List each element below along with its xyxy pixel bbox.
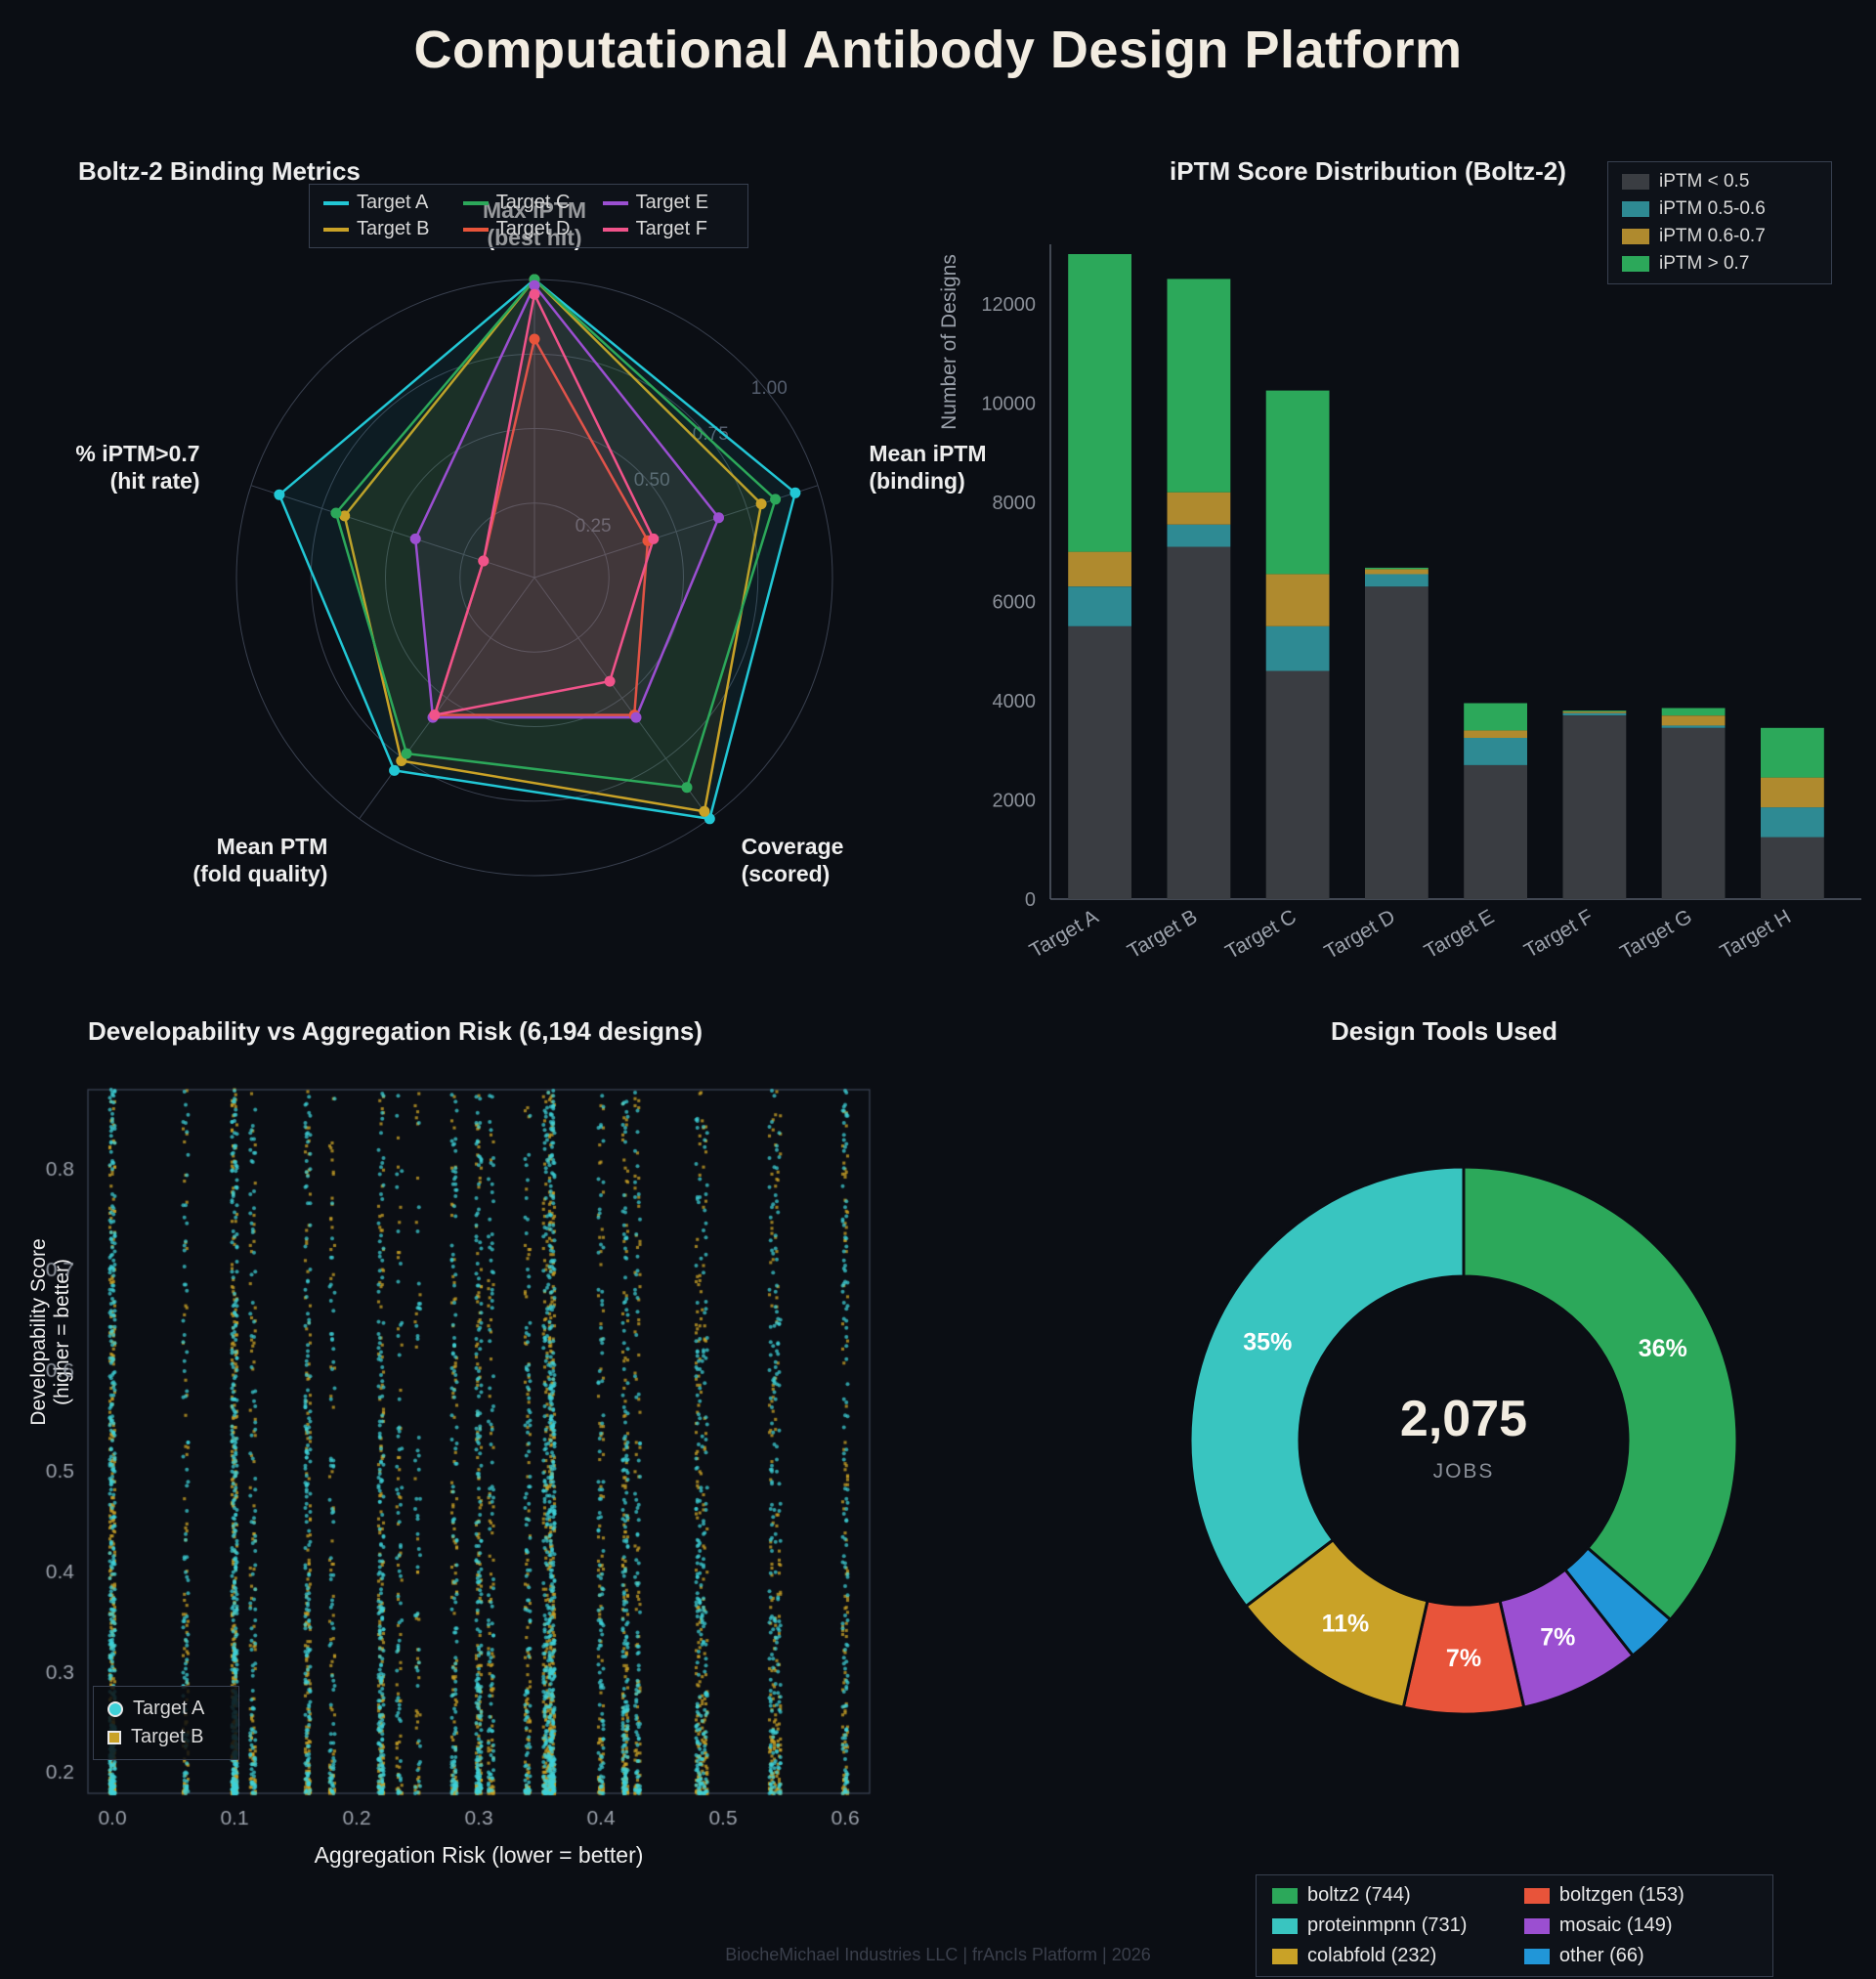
svg-text:7%: 7% — [1446, 1645, 1481, 1672]
svg-text:0: 0 — [1025, 889, 1036, 911]
svg-text:Target E: Target E — [1421, 905, 1498, 963]
svg-text:12000: 12000 — [981, 294, 1036, 316]
svg-text:2,075: 2,075 — [1400, 1391, 1527, 1447]
svg-text:Target A: Target A — [1026, 905, 1102, 962]
svg-text:Target F: Target F — [1520, 905, 1597, 962]
svg-text:Coverage: Coverage — [742, 834, 844, 859]
svg-text:8000: 8000 — [993, 493, 1037, 514]
svg-text:7%: 7% — [1540, 1623, 1575, 1651]
svg-text:10000: 10000 — [981, 393, 1036, 414]
svg-text:Mean PTM: Mean PTM — [217, 834, 328, 859]
svg-text:Target C: Target C — [1221, 905, 1300, 964]
svg-text:Target G: Target G — [1616, 905, 1695, 964]
svg-text:36%: 36% — [1639, 1335, 1687, 1362]
svg-text:35%: 35% — [1243, 1329, 1292, 1356]
svg-text:Target H: Target H — [1717, 905, 1795, 964]
svg-text:1.00: 1.00 — [751, 378, 788, 399]
svg-text:6000: 6000 — [993, 591, 1037, 613]
svg-text:2000: 2000 — [993, 791, 1037, 812]
svg-text:Target D: Target D — [1321, 905, 1399, 964]
svg-text:(hit rate): (hit rate) — [110, 468, 200, 494]
svg-text:(scored): (scored) — [742, 861, 831, 886]
svg-text:11%: 11% — [1322, 1610, 1370, 1637]
svg-text:% iPTM>0.7: % iPTM>0.7 — [75, 441, 199, 466]
svg-text:4000: 4000 — [993, 691, 1037, 712]
svg-text:Target B: Target B — [1124, 905, 1201, 963]
svg-text:JOBS: JOBS — [1433, 1460, 1495, 1483]
svg-text:(fold quality): (fold quality) — [192, 861, 327, 886]
